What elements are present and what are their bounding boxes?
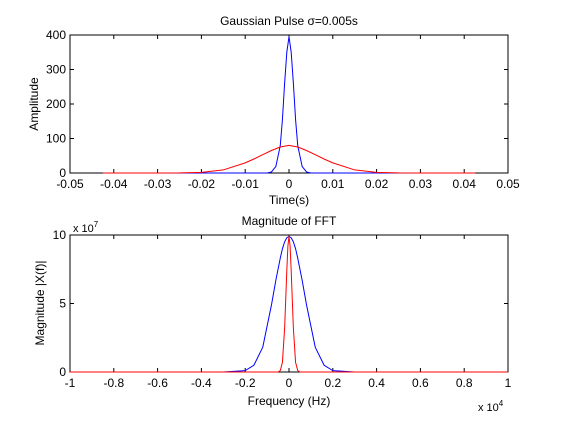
bottom-x-tick-label: 0.2: [324, 376, 341, 390]
top-x-tick-label: -0.02: [188, 177, 216, 191]
frequency-domain-subplot: Magnitude of FFT Frequency (Hz) Magnitud…: [33, 214, 512, 414]
bottom-y-tick-label: 5: [59, 297, 66, 311]
top-x-tick-label: 0.05: [496, 177, 520, 191]
top-x-axis-label: Time(s): [269, 193, 309, 207]
top-x-tick-label: -0.01: [232, 177, 260, 191]
bottom-x-tick-label: -0.4: [191, 376, 212, 390]
bottom-y-multiplier: x 107: [73, 220, 99, 235]
bottom-chart-title: Magnitude of FFT: [242, 214, 337, 228]
time-domain-subplot: Gaussian Pulse σ=0.005s Time(s) Amplitud…: [27, 14, 520, 207]
top-axes-box: [69, 34, 509, 174]
top-y-tick-label: 300: [46, 63, 66, 77]
top-y-tick-label: 400: [46, 28, 66, 42]
bottom-x-axis-label: Frequency (Hz): [248, 394, 331, 408]
top-y-tick-label: 0: [59, 166, 66, 180]
bottom-x-tick-label: -0.8: [103, 376, 124, 390]
top-x-tick-label: -0.04: [100, 177, 128, 191]
bottom-plot-lines: [70, 235, 508, 373]
bottom-y-tick-label: 0: [59, 365, 66, 379]
bottom-x-tick-label: 0.8: [456, 376, 473, 390]
bottom-x-tick-label: 0: [286, 376, 293, 390]
bottom-x-tick-label: 0.4: [368, 376, 385, 390]
top-x-tick-label: -0.03: [144, 177, 172, 191]
bottom-x-tick-label: -0.2: [235, 376, 256, 390]
top-x-tick-label: -0.05: [56, 177, 84, 191]
top-x-tick-label: 0: [286, 177, 293, 191]
top-series-line-2: [102, 144, 476, 174]
top-plot-lines: [102, 36, 476, 174]
bottom-x-multiplier: x 104: [478, 399, 504, 414]
bottom-x-tick-label: -0.6: [147, 376, 168, 390]
bottom-x-tick-label: 1: [505, 376, 512, 390]
top-x-tick-label: 0.03: [409, 177, 433, 191]
top-series-line-1: [102, 36, 476, 174]
top-x-tick-label: 0.02: [365, 177, 389, 191]
bottom-x-tick-label: 0.6: [412, 376, 429, 390]
top-y-tick-label: 100: [46, 132, 66, 146]
top-x-tick-label: 0.01: [321, 177, 345, 191]
bottom-series-line-2: [70, 235, 508, 373]
top-x-tick-label: 0.04: [453, 177, 477, 191]
bottom-y-axis-label: Magnitude |X(f)|: [33, 261, 47, 346]
top-y-axis-label: Amplitude: [27, 77, 41, 131]
top-chart-title: Gaussian Pulse σ=0.005s: [220, 14, 358, 28]
bottom-x-tick-label: -1: [65, 376, 76, 390]
top-y-tick-label: 200: [46, 97, 66, 111]
bottom-y-tick-label: 10: [53, 228, 67, 242]
bottom-axes-box: [69, 234, 509, 373]
top-ticks: -0.05 -0.04 -0.03 -0.02 -0.01 0 0.01 0.02 0.03 0.…: [46, 28, 520, 191]
